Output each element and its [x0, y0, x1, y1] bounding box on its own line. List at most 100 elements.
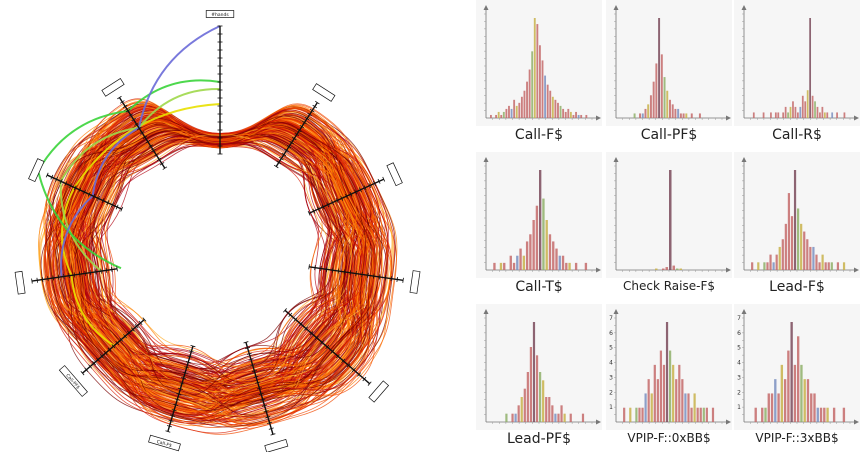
axis-tick [68, 273, 70, 279]
axis-tick [307, 210, 311, 216]
axis-tick [384, 275, 387, 281]
data-polyline [100, 136, 342, 365]
histogram-bar [681, 379, 684, 422]
axis-tick [57, 274, 60, 280]
axis-tick [111, 202, 114, 208]
axis-tick [110, 267, 113, 273]
axis-tick [289, 140, 294, 145]
axis-tick [136, 126, 142, 131]
axis-tick [359, 187, 362, 193]
histogram-bar [799, 106, 802, 118]
histogram-bar [803, 231, 806, 270]
axis-tick [340, 195, 344, 201]
histogram-bar [539, 45, 541, 118]
histogram-bar [560, 405, 563, 422]
y-tick-label: 5 [609, 345, 613, 352]
y-axis-arrow [741, 309, 747, 314]
histogram-bar [660, 54, 663, 118]
histogram-bar [821, 106, 824, 118]
histogram-bar [763, 262, 766, 270]
histogram-plot [606, 152, 732, 278]
histogram-bar [774, 379, 777, 422]
axis-label-box [409, 270, 421, 294]
axis-tick [115, 340, 120, 346]
data-polyline [64, 124, 370, 398]
axis-tick [390, 276, 393, 282]
axis-tick [115, 204, 119, 210]
histogram-bar [542, 198, 545, 270]
histogram-bar [644, 393, 647, 422]
axis-tick [125, 109, 131, 113]
histogram-bar [656, 379, 659, 422]
histogram-bar [514, 413, 517, 422]
axis-tick [36, 277, 39, 283]
axis-tick [345, 193, 348, 199]
histogram-bar [832, 407, 836, 422]
histogram-bar [767, 393, 770, 422]
axis-tick [309, 331, 314, 336]
histogram-bar [629, 407, 632, 422]
histogram-bar [676, 268, 679, 270]
data-polyline [44, 103, 396, 423]
y-tick-label: 1 [609, 404, 613, 411]
axis-tick [99, 354, 104, 359]
histogram-bar [544, 75, 547, 118]
histogram-bar [542, 380, 545, 422]
histogram-bar [821, 254, 824, 270]
histogram-bar [503, 262, 506, 270]
axis-tick [31, 278, 33, 284]
histogram-bar [792, 101, 794, 118]
x-axis-arrow [854, 115, 859, 121]
histogram-bar [548, 234, 552, 270]
histogram-bar [523, 388, 526, 422]
axis-tick [165, 430, 171, 433]
axis-tick [245, 346, 251, 350]
histogram-bar [693, 393, 696, 422]
axis-tick [105, 267, 108, 273]
axis-tick [185, 361, 191, 364]
axis-tick [258, 392, 264, 396]
axis-tick [80, 371, 85, 376]
histogram-bar [764, 407, 767, 422]
histogram-bar [568, 262, 571, 270]
histogram-bar [554, 413, 557, 422]
x-axis-arrow [726, 267, 731, 273]
axis-tick [302, 120, 307, 125]
histogram-title: Call-PF$ [640, 127, 698, 143]
axis-tick [92, 193, 96, 199]
histogram-panel: 1 2 3 4 5 6 7 VPIP-F::0xBB$ [606, 304, 732, 454]
axis-tick [253, 375, 259, 378]
histogram-title: VPIP-F::0xBB$ [627, 431, 711, 445]
histogram-bar [532, 322, 536, 422]
axis-tick [95, 269, 97, 275]
polyline-group [37, 25, 398, 435]
histogram-bar [696, 407, 699, 422]
x-axis-arrow [596, 419, 601, 425]
histogram-panel: Lead-PF$ [476, 304, 602, 454]
axis-tick [288, 312, 293, 318]
histogram-bar [519, 248, 522, 270]
data-polyline [86, 126, 366, 397]
histogram-bar [577, 114, 580, 118]
axis-tick [83, 189, 86, 195]
axis-tick [181, 377, 187, 380]
histogram-bar [783, 379, 787, 422]
histogram-bar [555, 248, 558, 270]
histogram-bar [516, 255, 519, 270]
histogram-bar [663, 77, 666, 118]
axis-tick [142, 317, 147, 322]
histogram-bar [787, 112, 789, 118]
axis-tick [45, 172, 49, 178]
histogram-bar [564, 111, 567, 118]
histogram-bar [777, 112, 780, 118]
data-polyline [75, 108, 389, 418]
histogram-bar [789, 106, 792, 118]
histogram-bar [539, 170, 542, 270]
histogram-bar [658, 18, 661, 118]
histogram-title: Call-F$ [514, 127, 564, 143]
histogram-bar [823, 407, 826, 422]
histogram-bar [797, 336, 800, 422]
histogram-bar [523, 90, 526, 118]
histogram-bar [522, 255, 526, 270]
histogram-bar [826, 112, 829, 118]
